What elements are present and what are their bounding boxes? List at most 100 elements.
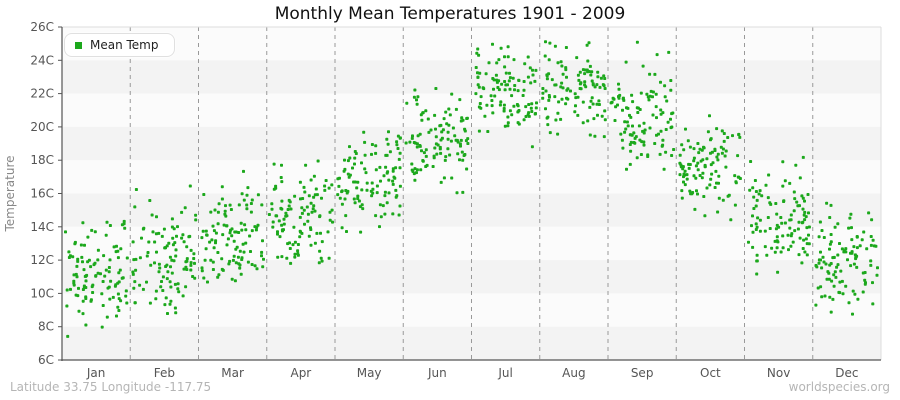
scatter-point: [566, 87, 570, 91]
scatter-point: [212, 229, 216, 233]
scatter-point: [499, 100, 503, 104]
scatter-point: [486, 130, 490, 133]
scatter-point: [148, 301, 152, 305]
scatter-point: [344, 214, 348, 218]
scatter-point: [603, 77, 607, 80]
scatter-point: [404, 141, 408, 145]
scatter-point: [254, 228, 258, 232]
scatter-point: [513, 84, 517, 87]
scatter-point: [224, 204, 227, 208]
scatter-point: [663, 95, 667, 99]
scatter-point: [424, 148, 428, 152]
scatter-point: [374, 168, 378, 172]
scatter-point: [395, 143, 399, 147]
scatter-point: [378, 203, 382, 207]
scatter-point: [246, 186, 250, 190]
scatter-point: [603, 118, 607, 122]
scatter-point: [413, 167, 417, 171]
scatter-point: [77, 286, 80, 290]
scatter-point: [375, 184, 379, 188]
x-tick-label: Jun: [427, 366, 447, 380]
scatter-point: [487, 61, 491, 65]
scatter-point: [655, 133, 658, 137]
scatter-point: [287, 198, 291, 202]
scatter-point: [363, 140, 367, 144]
scatter-point: [415, 145, 419, 149]
scatter-point: [636, 111, 640, 114]
scatter-point: [589, 99, 593, 103]
scatter-point: [731, 134, 734, 138]
scatter-point: [293, 252, 297, 256]
scatter-point: [861, 290, 865, 294]
scatter-point: [870, 218, 874, 222]
scatter-point: [861, 271, 865, 275]
scatter-point: [426, 117, 430, 121]
scatter-point: [427, 130, 431, 134]
scatter-point: [724, 149, 728, 153]
scatter-point: [833, 270, 837, 274]
scatter-point: [298, 235, 302, 239]
scatter-point: [305, 205, 309, 209]
scatter-point: [585, 43, 589, 47]
scatter-point: [309, 243, 313, 247]
scatter-point: [548, 131, 552, 135]
scatter-point: [836, 222, 840, 226]
scatter-point: [320, 240, 324, 244]
scatter-point: [590, 79, 594, 83]
scatter-point: [721, 198, 725, 202]
scatter-point: [862, 230, 866, 234]
x-tick-label: Sep: [631, 366, 654, 380]
scatter-point: [194, 213, 198, 217]
scatter-point: [556, 132, 560, 136]
scatter-point: [821, 255, 825, 259]
scatter-point: [340, 190, 344, 194]
scatter-point: [529, 81, 533, 85]
scatter-point: [108, 224, 112, 227]
scatter-point: [529, 106, 533, 110]
scatter-point: [388, 150, 392, 154]
scatter-point: [792, 190, 796, 194]
scatter-point: [353, 150, 357, 153]
scatter-point: [720, 129, 724, 133]
scatter-point: [456, 152, 460, 156]
y-tick-label: 14C: [30, 220, 54, 234]
scatter-point: [346, 172, 350, 176]
scatter-point: [364, 171, 368, 175]
scatter-point: [116, 305, 120, 309]
scatter-point: [189, 268, 193, 272]
scatter-point: [828, 263, 832, 267]
scatter-point: [754, 190, 758, 193]
scatter-point: [157, 262, 161, 266]
scatter-point: [697, 151, 701, 155]
scatter-point: [655, 53, 659, 57]
scatter-point: [394, 166, 398, 170]
scatter-point: [303, 222, 306, 226]
scatter-point: [797, 220, 801, 224]
scatter-point: [220, 257, 224, 261]
scatter-point: [124, 289, 128, 293]
scatter-point: [345, 230, 348, 233]
scatter-point: [77, 309, 81, 313]
scatter-point: [174, 248, 178, 252]
scatter-point: [506, 124, 510, 128]
scatter-point: [637, 124, 641, 128]
scatter-point: [723, 154, 727, 158]
scatter-point: [169, 265, 172, 269]
scatter-point: [684, 127, 687, 131]
scatter-point: [330, 183, 334, 187]
scatter-point: [506, 45, 510, 49]
scatter-point: [600, 114, 604, 118]
scatter-point: [583, 80, 587, 84]
scatter-point: [214, 231, 218, 235]
scatter-point: [365, 188, 369, 192]
scatter-point: [559, 60, 563, 64]
scatter-point: [280, 180, 284, 184]
scatter-point: [623, 130, 627, 134]
scatter-point: [694, 164, 698, 168]
scatter-point: [96, 271, 100, 275]
scatter-point: [846, 258, 849, 262]
scatter-point: [171, 236, 175, 240]
scatter-point: [83, 274, 87, 278]
scatter-point: [837, 290, 841, 294]
scatter-point: [362, 130, 366, 134]
